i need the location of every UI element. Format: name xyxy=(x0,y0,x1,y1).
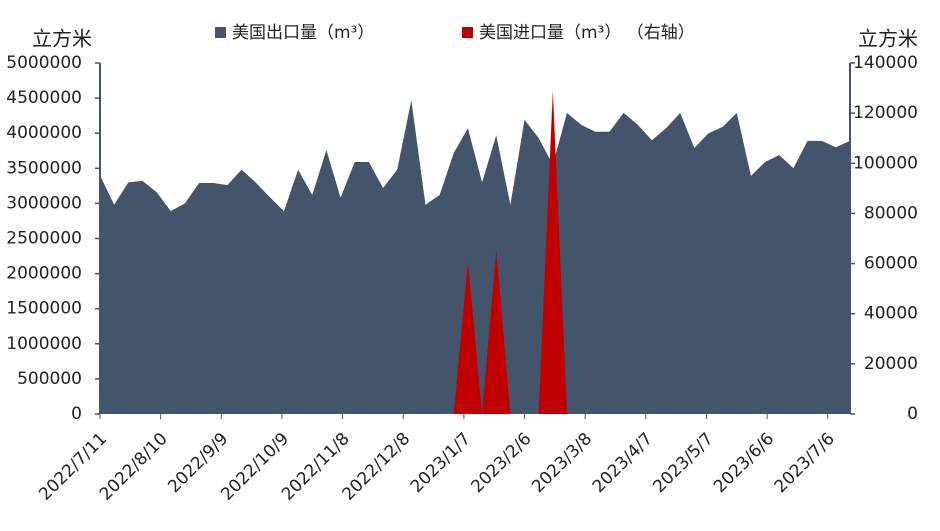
x-tick-label: 2023/3/8 xyxy=(528,429,596,497)
y-tick-label: 1000000 xyxy=(6,334,82,354)
legend-label: 美国出口量（m³） xyxy=(232,23,374,43)
x-tick-label: 2023/5/7 xyxy=(649,429,717,497)
y-axis-title: 立方米 xyxy=(32,27,92,51)
y2-tick-label: 60000 xyxy=(864,254,918,274)
y-tick-label: 0 xyxy=(71,404,82,424)
y2-tick-label: 120000 xyxy=(853,103,918,123)
legend-swatch xyxy=(462,27,473,38)
y2-tick-label: 100000 xyxy=(853,153,918,173)
y-tick-label: 500000 xyxy=(17,369,82,389)
y2-axis-title: 立方米 xyxy=(858,27,918,51)
y-tick-label: 5000000 xyxy=(6,53,82,73)
y-tick-label: 3500000 xyxy=(6,158,82,178)
y2-tick-label: 40000 xyxy=(864,304,918,324)
x-tick-label: 2023/2/6 xyxy=(467,429,535,497)
area xyxy=(100,100,850,415)
y2-tick-label: 80000 xyxy=(864,203,918,223)
y-tick-label: 4000000 xyxy=(6,123,82,143)
x-tick-label: 2023/4/7 xyxy=(589,429,657,497)
y2-tick-label: 20000 xyxy=(864,354,918,374)
y-tick-label: 4500000 xyxy=(6,88,82,108)
y2-tick-label: 140000 xyxy=(853,53,918,73)
y2-tick-label: 0 xyxy=(907,404,918,424)
x-tick-label: 2023/7/6 xyxy=(771,429,839,497)
y-tick-label: 1500000 xyxy=(6,299,82,319)
y-tick-label: 2500000 xyxy=(6,229,82,249)
area xyxy=(100,90,850,414)
x-tick-label: 2023/1/7 xyxy=(407,429,475,497)
x-tick-label: 2023/6/6 xyxy=(710,429,778,497)
y-tick-label: 2000000 xyxy=(6,264,82,284)
y-tick-label: 3000000 xyxy=(6,193,82,213)
legend-swatch xyxy=(215,27,226,38)
legend-label: 美国进口量（m³） （右轴） xyxy=(479,23,695,43)
